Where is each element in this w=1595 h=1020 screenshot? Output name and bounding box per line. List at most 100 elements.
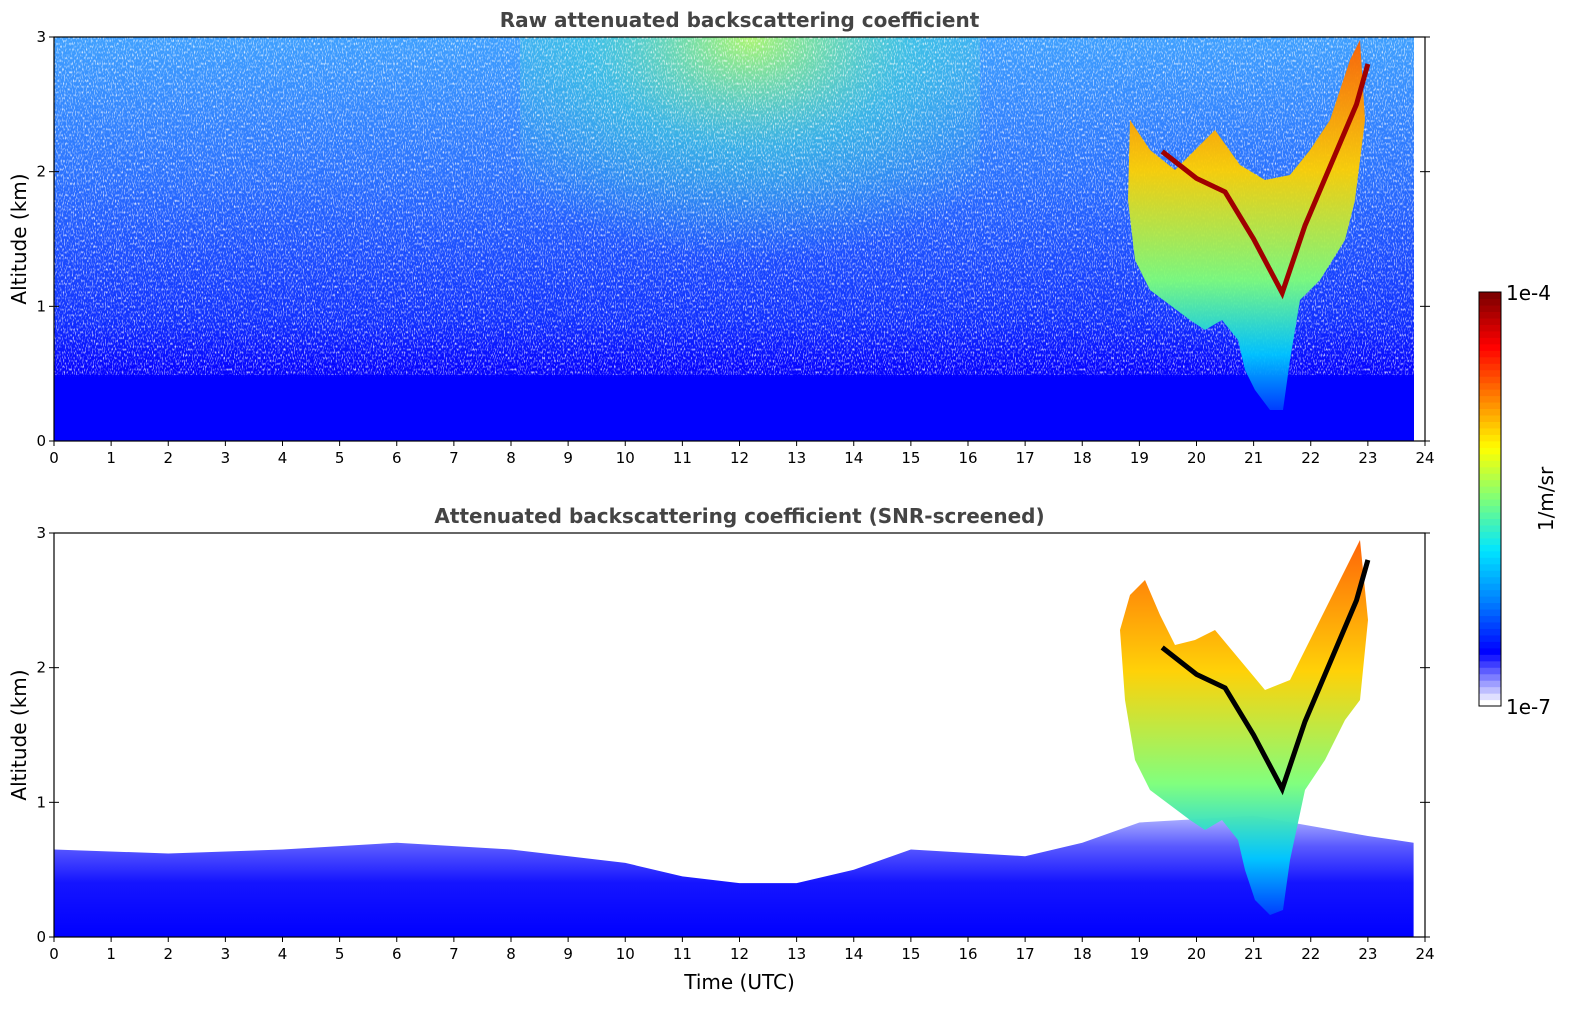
colorbar-step <box>1479 350 1501 358</box>
colorbar-step <box>1479 330 1501 338</box>
colorbar-step <box>1479 311 1501 319</box>
x-tick-label: 23 <box>1358 449 1377 467</box>
colorbar-step <box>1479 473 1501 481</box>
x-tick-label: 0 <box>49 945 59 963</box>
x-tick-label: 18 <box>1073 449 1092 467</box>
x-tick-label: 2 <box>163 945 173 963</box>
colorbar-step <box>1479 667 1501 675</box>
colorbar-step <box>1479 576 1501 584</box>
x-tick-label: 12 <box>730 945 749 963</box>
screened-backscatter-panel: Attenuated backscattering coefficient (S… <box>7 504 1435 994</box>
screened-cloud-region <box>1120 540 1368 915</box>
x-tick-label: 24 <box>1415 945 1434 963</box>
x-tick-label: 3 <box>221 945 231 963</box>
colorbar-unit-label: 1/m/sr <box>1534 466 1558 531</box>
colorbar-step <box>1479 570 1501 578</box>
x-tick-label: 20 <box>1187 449 1206 467</box>
colorbar: 1e-4 1e-7 1/m/sr <box>1478 281 1558 719</box>
screened-boundary-layer <box>54 815 1414 937</box>
colorbar-step <box>1479 298 1501 306</box>
y-tick-label: 2 <box>36 163 46 181</box>
colorbar-step <box>1479 324 1501 332</box>
x-tick-label: 10 <box>616 945 635 963</box>
colorbar-step <box>1479 557 1501 565</box>
x-tick-label: 12 <box>730 449 749 467</box>
colorbar-step <box>1479 550 1501 558</box>
raw-cloud-top-line <box>1160 63 1371 300</box>
colorbar-step <box>1479 414 1501 422</box>
colorbar-step <box>1479 641 1501 649</box>
colorbar-step <box>1479 376 1501 384</box>
colorbar-step <box>1479 363 1501 371</box>
screened-title: Attenuated backscattering coefficient (S… <box>434 504 1044 528</box>
colorbar-step <box>1479 479 1501 487</box>
colorbar-min-label: 1e-7 <box>1506 695 1551 719</box>
colorbar-step <box>1479 693 1501 701</box>
x-tick-label: 5 <box>335 945 345 963</box>
colorbar-step <box>1479 634 1501 642</box>
x-tick-label: 7 <box>449 945 459 963</box>
x-tick-label: 3 <box>221 449 231 467</box>
colorbar-step <box>1479 511 1501 520</box>
colorbar-step <box>1479 395 1501 403</box>
colorbar-step <box>1479 589 1501 597</box>
colorbar-step <box>1479 421 1501 429</box>
colorbar-frame <box>1478 291 1502 707</box>
colorbar-step <box>1479 660 1501 668</box>
x-tick-label: 5 <box>335 449 345 467</box>
x-tick-label: 24 <box>1415 449 1434 467</box>
colorbar-step <box>1479 563 1501 571</box>
raw-heatmap <box>54 37 1414 441</box>
colorbar-step <box>1479 654 1501 662</box>
colorbar-step <box>1479 518 1501 526</box>
x-tick-label: 11 <box>673 945 692 963</box>
x-tick-label: 10 <box>616 449 635 467</box>
x-tick-label: 4 <box>278 945 288 963</box>
colorbar-step <box>1479 492 1501 500</box>
x-tick-label: 13 <box>787 945 806 963</box>
colorbar-step <box>1479 544 1501 552</box>
x-tick-label: 7 <box>449 449 459 467</box>
y-tick-label: 1 <box>36 793 46 811</box>
x-tick-label: 16 <box>958 945 977 963</box>
x-tick-label: 16 <box>958 449 977 467</box>
x-tick-label: 9 <box>563 945 573 963</box>
colorbar-max-label: 1e-4 <box>1506 281 1551 305</box>
x-tick-label: 6 <box>392 449 402 467</box>
colorbar-step <box>1479 304 1501 313</box>
x-tick-label: 2 <box>163 449 173 467</box>
x-tick-label: 14 <box>844 449 863 467</box>
x-tick-label: 21 <box>1244 945 1263 963</box>
colorbar-step <box>1479 369 1501 377</box>
colorbar-step <box>1479 317 1501 325</box>
colorbar-step <box>1479 382 1501 390</box>
x-tick-label: 6 <box>392 945 402 963</box>
colorbar-step <box>1479 401 1501 410</box>
screened-heatmap <box>54 540 1414 937</box>
colorbar-step <box>1479 628 1501 636</box>
colorbar-step <box>1479 292 1501 300</box>
colorbar-step <box>1479 608 1501 617</box>
colorbar-step <box>1479 537 1501 545</box>
colorbar-step <box>1479 524 1501 532</box>
colorbar-step <box>1479 356 1501 364</box>
colorbar-step <box>1479 440 1501 448</box>
raw-axis-ticks: 0 1 2 3 4 5 6 7 8 9 10 11 12 13 14 15 16 17 18 19 20 21 22 23 24… <box>36 28 1434 467</box>
x-tick-label: 22 <box>1301 449 1320 467</box>
x-tick-label: 18 <box>1073 945 1092 963</box>
colorbar-step <box>1479 453 1501 461</box>
y-tick-label: 2 <box>36 659 46 677</box>
y-tick-label: 1 <box>36 297 46 315</box>
x-tick-label: 11 <box>673 449 692 467</box>
raw-backscatter-panel: Raw attenuated backscattering coefficien… <box>7 8 1435 467</box>
x-tick-label: 21 <box>1244 449 1263 467</box>
x-tick-label: 1 <box>106 945 116 963</box>
x-tick-label: 13 <box>787 449 806 467</box>
colorbar-step <box>1479 531 1501 539</box>
colorbar-step <box>1479 460 1501 468</box>
colorbar-step <box>1479 499 1501 507</box>
colorbar-step <box>1479 621 1501 629</box>
y-tick-label: 0 <box>36 432 46 450</box>
colorbar-step <box>1479 602 1501 610</box>
